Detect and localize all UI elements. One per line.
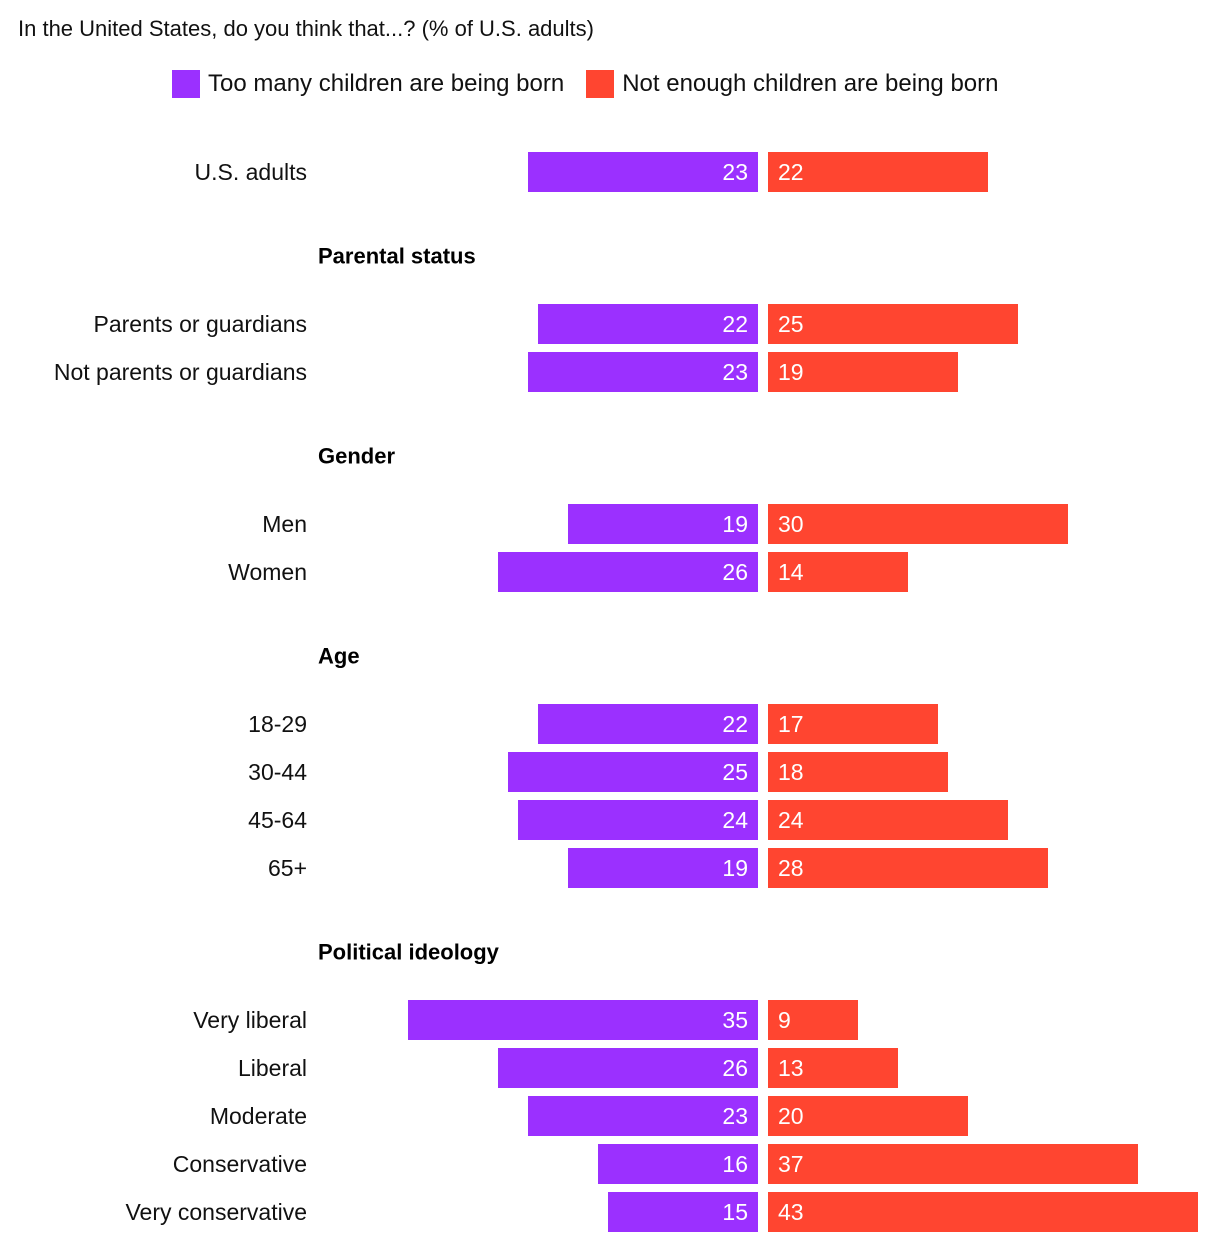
value-not-enough-45-64: 24 — [778, 807, 804, 833]
row-label-conservative: Conservative — [173, 1151, 307, 1177]
value-too-many-45-64: 24 — [722, 807, 748, 833]
bar-not-enough-18-29 — [768, 704, 938, 744]
legend-item-too-many: Too many children are being born — [172, 70, 564, 98]
row-label-parents-or-guardians: Parents or guardians — [93, 311, 307, 337]
bar-too-many-65 — [568, 848, 758, 888]
row-label-very-liberal: Very liberal — [193, 1007, 307, 1033]
row-label-45-64: 45-64 — [248, 807, 307, 833]
legend-swatch-not-enough — [586, 70, 615, 98]
bar-too-many-45-64 — [518, 800, 758, 840]
legend-swatch-too-many — [172, 70, 200, 98]
bar-not-enough-very-liberal — [768, 1000, 858, 1040]
bar-too-many-u-s-adults — [528, 152, 758, 192]
legend-label-too-many: Too many children are being born — [208, 70, 565, 97]
bar-not-enough-parents-or-guardians — [768, 304, 1018, 344]
bar-too-many-liberal — [498, 1048, 758, 1088]
legend: Too many children are being born Not eno… — [172, 70, 1020, 98]
bar-not-enough-men — [768, 504, 1068, 544]
value-not-enough-30-44: 18 — [778, 759, 804, 785]
value-too-many-not-parents-or-guardians: 23 — [722, 359, 748, 385]
row-label-liberal: Liberal — [238, 1055, 307, 1081]
bar-too-many-moderate — [528, 1096, 758, 1136]
value-not-enough-u-s-adults: 22 — [778, 159, 804, 185]
bar-not-enough-65 — [768, 848, 1048, 888]
section-heading-parental-status: Parental status — [318, 244, 476, 269]
bar-too-many-conservative — [598, 1144, 758, 1184]
value-too-many-men: 19 — [722, 511, 748, 537]
value-too-many-parents-or-guardians: 22 — [722, 311, 748, 337]
bar-not-enough-liberal — [768, 1048, 898, 1088]
value-too-many-women: 26 — [722, 559, 748, 585]
value-not-enough-liberal: 13 — [778, 1055, 804, 1081]
bar-not-enough-u-s-adults — [768, 152, 988, 192]
value-not-enough-18-29: 17 — [778, 711, 804, 737]
bar-too-many-very-liberal — [408, 1000, 758, 1040]
bar-not-enough-conservative — [768, 1144, 1138, 1184]
value-not-enough-not-parents-or-guardians: 19 — [778, 359, 804, 385]
value-too-many-very-liberal: 35 — [722, 1007, 748, 1033]
value-too-many-very-conservative: 15 — [722, 1199, 748, 1225]
value-too-many-65: 19 — [722, 855, 748, 881]
value-not-enough-very-conservative: 43 — [778, 1199, 804, 1225]
value-too-many-30-44: 25 — [722, 759, 748, 785]
bar-too-many-18-29 — [538, 704, 758, 744]
row-label-not-parents-or-guardians: Not parents or guardians — [54, 359, 307, 385]
bar-too-many-women — [498, 552, 758, 592]
value-not-enough-parents-or-guardians: 25 — [778, 311, 804, 337]
row-label-18-29: 18-29 — [248, 711, 307, 737]
value-not-enough-conservative: 37 — [778, 1151, 804, 1177]
value-not-enough-65: 28 — [778, 855, 804, 881]
section-heading-political-ideology: Political ideology — [318, 940, 500, 965]
row-label-women: Women — [228, 559, 307, 585]
row-label-very-conservative: Very conservative — [125, 1199, 307, 1225]
value-not-enough-very-liberal: 9 — [778, 1007, 791, 1033]
bar-too-many-men — [568, 504, 758, 544]
bar-too-many-very-conservative — [608, 1192, 758, 1232]
row-label-men: Men — [262, 511, 307, 537]
legend-item-not-enough: Not enough children are being born — [586, 70, 998, 98]
value-not-enough-moderate: 20 — [778, 1103, 804, 1129]
value-too-many-conservative: 16 — [722, 1151, 748, 1177]
bar-not-enough-women — [768, 552, 908, 592]
bar-not-enough-45-64 — [768, 800, 1008, 840]
bar-too-many-parents-or-guardians — [538, 304, 758, 344]
row-label-65: 65+ — [268, 855, 307, 881]
value-too-many-liberal: 26 — [722, 1055, 748, 1081]
section-heading-age: Age — [318, 644, 360, 669]
bar-not-enough-30-44 — [768, 752, 948, 792]
bar-not-enough-moderate — [768, 1096, 968, 1136]
row-label-u-s-adults: U.S. adults — [195, 159, 308, 185]
value-too-many-18-29: 22 — [722, 711, 748, 737]
legend-label-not-enough: Not enough children are being born — [622, 70, 999, 97]
value-not-enough-women: 14 — [778, 559, 804, 585]
bar-not-enough-very-conservative — [768, 1192, 1198, 1232]
bar-not-enough-not-parents-or-guardians — [768, 352, 958, 392]
value-too-many-moderate: 23 — [722, 1103, 748, 1129]
row-label-30-44: 30-44 — [248, 759, 307, 785]
bar-too-many-not-parents-or-guardians — [528, 352, 758, 392]
bar-too-many-30-44 — [508, 752, 758, 792]
chart-title: In the United States, do you think that.… — [18, 16, 594, 41]
section-heading-gender: Gender — [318, 444, 395, 469]
value-too-many-u-s-adults: 23 — [722, 159, 748, 185]
row-label-moderate: Moderate — [210, 1103, 307, 1129]
value-not-enough-men: 30 — [778, 511, 804, 537]
